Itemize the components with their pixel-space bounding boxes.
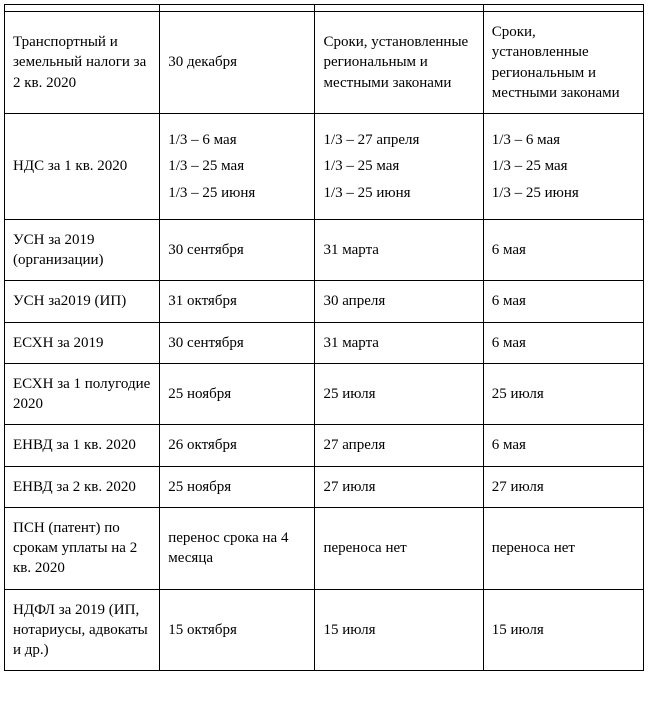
table-header-spacer [5,5,644,12]
tax-name-cell: ЕНВД за 2 кв. 2020 [5,466,160,507]
tax-name-cell: ПСН (патент) по срокам уплаты на 2 кв. 2… [5,507,160,589]
spacer-cell [315,5,483,12]
col3-cell: 30 апреля [315,281,483,322]
col3-cell: 25 июля [315,363,483,425]
tax-name-cell: УСН за 2019 (организации) [5,219,160,281]
col4-cell: 15 июля [483,589,643,671]
col3-cell: Сроки, установленные региональным и мест… [315,12,483,114]
col3-cell: 27 апреля [315,425,483,466]
col3-cell: 1/3 – 27 апреля 1/3 – 25 мая 1/3 – 25 ию… [315,114,483,220]
cell-line: 1/3 – 25 мая [323,156,474,176]
table-row: УСН за 2019 (организации) 30 сентября 31… [5,219,644,281]
cell-line: 1/3 – 27 апреля [323,130,474,150]
document-page: Транспортный и земельный налоги за 2 кв.… [0,0,648,675]
col2-cell: 30 декабря [160,12,315,114]
col2-cell: 30 сентября [160,219,315,281]
tax-name-cell: ЕСХН за 1 полугодие 2020 [5,363,160,425]
col2-cell: 25 ноября [160,363,315,425]
col4-cell: 1/3 – 6 мая 1/3 – 25 мая 1/3 – 25 июня [483,114,643,220]
table-row: УСН за2019 (ИП) 31 октября 30 апреля 6 м… [5,281,644,322]
cell-line: 1/3 – 25 мая [492,156,635,176]
tax-name-cell: ЕНВД за 1 кв. 2020 [5,425,160,466]
tax-name-cell: Транспортный и земельный налоги за 2 кв.… [5,12,160,114]
tax-name-cell: УСН за2019 (ИП) [5,281,160,322]
table-row: ЕСХН за 1 полугодие 2020 25 ноября 25 ию… [5,363,644,425]
spacer-cell [160,5,315,12]
col4-cell: 6 мая [483,322,643,363]
table-row: ЕНВД за 1 кв. 2020 26 октября 27 апреля … [5,425,644,466]
col2-cell: 30 сентября [160,322,315,363]
col4-cell: переноса нет [483,507,643,589]
col2-cell: перенос срока на 4 месяца [160,507,315,589]
cell-line: 1/3 – 6 мая [492,130,635,150]
col2-cell: 25 ноября [160,466,315,507]
spacer-cell [5,5,160,12]
table-row: ЕСХН за 2019 30 сентября 31 марта 6 мая [5,322,644,363]
cell-line: 1/3 – 25 июня [492,183,635,203]
table-row: Транспортный и земельный налоги за 2 кв.… [5,12,644,114]
table-row: НДС за 1 кв. 2020 1/3 – 6 мая 1/3 – 25 м… [5,114,644,220]
col4-cell: 6 мая [483,425,643,466]
spacer-cell [483,5,643,12]
table-row: ЕНВД за 2 кв. 2020 25 ноября 27 июля 27 … [5,466,644,507]
cell-line: 1/3 – 6 мая [168,130,306,150]
tax-name-cell: НДФЛ за 2019 (ИП, нотариусы, адвокаты и … [5,589,160,671]
table-row: ПСН (патент) по срокам уплаты на 2 кв. 2… [5,507,644,589]
col3-cell: 15 июля [315,589,483,671]
col4-cell: 25 июля [483,363,643,425]
cell-line: 1/3 – 25 июня [168,183,306,203]
col3-cell: 27 июля [315,466,483,507]
col3-cell: 31 марта [315,322,483,363]
tax-name-cell: ЕСХН за 2019 [5,322,160,363]
table-row: НДФЛ за 2019 (ИП, нотариусы, адвокаты и … [5,589,644,671]
tax-deadlines-table: Транспортный и земельный налоги за 2 кв.… [4,4,644,671]
tax-name-cell: НДС за 1 кв. 2020 [5,114,160,220]
col4-cell: 6 мая [483,219,643,281]
col2-cell: 1/3 – 6 мая 1/3 – 25 мая 1/3 – 25 июня [160,114,315,220]
col3-cell: 31 марта [315,219,483,281]
col2-cell: 31 октября [160,281,315,322]
col4-cell: 27 июля [483,466,643,507]
col4-cell: Сроки, установленные региональным и мест… [483,12,643,114]
col2-cell: 15 октября [160,589,315,671]
col3-cell: переноса нет [315,507,483,589]
col2-cell: 26 октября [160,425,315,466]
col4-cell: 6 мая [483,281,643,322]
cell-line: 1/3 – 25 мая [168,156,306,176]
cell-line: 1/3 – 25 июня [323,183,474,203]
